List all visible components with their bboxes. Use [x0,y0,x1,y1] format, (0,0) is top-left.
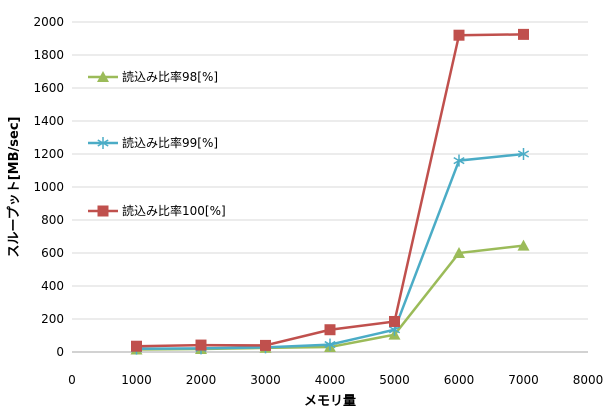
data-point [324,338,336,351]
data-point [389,315,400,327]
data-point [324,324,336,336]
y-tick-label: 200 [41,312,64,326]
y-tick-label: 1600 [33,81,64,95]
y-tick-label: 0 [56,345,64,359]
y-tick-label: 800 [41,213,64,227]
data-point [453,29,465,41]
x-tick-label: 4000 [315,373,346,387]
data-point [260,339,271,351]
x-tick-label: 8000 [573,373,604,387]
data-point [517,148,530,160]
gridlines [72,21,588,320]
axes: 0 200 400 600 800 1000 1200 1400 1600 1800 2000 0 10… [33,15,603,387]
series-3 [131,28,529,352]
data-point [453,154,465,167]
data-point [453,247,465,258]
legend-marker [97,205,109,217]
y-tick-label: 600 [41,246,64,260]
data-point [518,28,529,40]
y-tick-label: 1400 [33,114,64,128]
legend-label: 読込み比率100[%] [122,203,226,218]
legend-entry: 読込み比率99[%] [88,135,218,150]
legend-label: 読込み比率98[%] [122,69,218,84]
y-tick-label: 400 [41,279,64,293]
y-tick-label: 1800 [33,48,64,62]
x-tick-label: 6000 [444,373,475,387]
series-1 [130,239,530,355]
data-point [517,239,530,251]
x-tick-label: 2000 [186,373,217,387]
y-tick-label: 1000 [33,180,64,194]
legend-entry: 読込み比率100[%] [88,203,226,218]
legend-label: 読込み比率99[%] [122,135,218,150]
x-tick-label: 1000 [121,373,152,387]
x-tick-label: 7000 [508,373,539,387]
legend-marker [97,71,109,82]
x-tick-label: 0 [68,373,76,387]
y-tick-label: 2000 [33,15,64,29]
legend: 読込み比率98[%] 読込み比率99[%] 読込み比率100[%] [88,69,226,218]
data-point [131,340,142,352]
data-point [195,339,207,351]
y-tick-label: 1200 [33,147,64,161]
legend-entry: 読込み比率98[%] [88,69,218,84]
x-tick-label: 5000 [379,373,410,387]
y-axis-title: スループット[MB/sec] [7,117,22,258]
x-tick-label: 3000 [250,373,281,387]
x-axis-title: メモリ量 [304,394,356,409]
legend-marker [97,137,109,149]
series-group [130,28,530,355]
